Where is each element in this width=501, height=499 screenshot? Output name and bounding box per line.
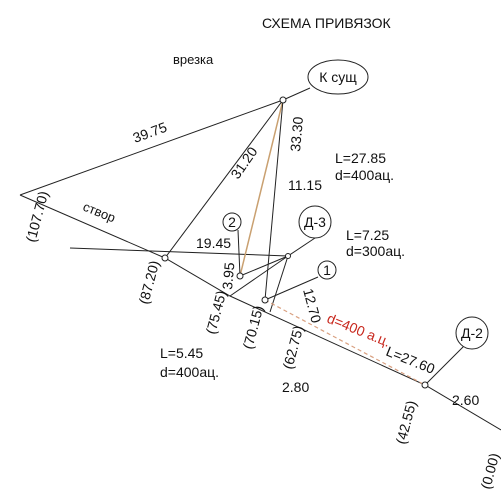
label: d=400ац. xyxy=(160,364,219,380)
label: Д-3 xyxy=(304,214,326,230)
callout xyxy=(222,212,242,232)
label: Д-2 xyxy=(461,325,483,341)
line xyxy=(19,99,284,196)
node xyxy=(285,253,291,259)
line xyxy=(237,229,241,277)
node xyxy=(261,296,269,304)
line xyxy=(264,99,284,301)
line xyxy=(424,344,466,386)
label: L=7.25 xyxy=(346,227,389,243)
label: 31.20 xyxy=(227,144,260,182)
label: 12.70 xyxy=(300,287,325,325)
line xyxy=(229,255,289,297)
label: (75.45) xyxy=(202,289,229,336)
callout xyxy=(317,260,337,280)
line xyxy=(239,99,284,277)
label: L=27.85 xyxy=(335,150,386,166)
label: 1 xyxy=(323,262,331,278)
lines xyxy=(19,87,501,431)
label: створ xyxy=(81,199,118,226)
title: СХЕМА ПРИВЯЗОК xyxy=(262,15,392,31)
label: 2.80 xyxy=(282,379,309,395)
line xyxy=(269,255,289,313)
line xyxy=(239,255,289,277)
label: врезка xyxy=(173,52,214,67)
label: d=300ац. xyxy=(346,243,405,259)
node xyxy=(236,272,244,280)
node xyxy=(161,254,169,262)
node xyxy=(279,96,287,104)
label: d=400ац. xyxy=(335,167,394,183)
label: 3.95 xyxy=(219,262,237,291)
label: 19.45 xyxy=(196,235,231,251)
label: (62.75) xyxy=(279,324,306,371)
callout xyxy=(298,205,332,239)
label: (0.00) xyxy=(477,451,501,490)
callout xyxy=(455,316,489,350)
line xyxy=(69,247,289,257)
line xyxy=(282,87,311,101)
callout xyxy=(307,59,369,95)
label: 33.30 xyxy=(287,116,306,153)
label: (87.20) xyxy=(135,259,162,306)
nodes xyxy=(161,59,489,389)
dashed-line xyxy=(264,299,426,386)
label: (70.15) xyxy=(239,304,266,351)
label: 2.60 xyxy=(452,392,479,408)
label: К сущ xyxy=(319,69,357,85)
label: 39.75 xyxy=(131,119,170,146)
label: L=5.45 xyxy=(160,345,203,361)
label: 11.15 xyxy=(288,177,322,193)
label: 2 xyxy=(228,214,236,230)
line xyxy=(164,99,284,259)
label: L=27.60 xyxy=(384,343,437,377)
line xyxy=(287,237,316,257)
label: (42.55) xyxy=(392,399,419,446)
line xyxy=(264,276,319,301)
node xyxy=(421,381,429,389)
